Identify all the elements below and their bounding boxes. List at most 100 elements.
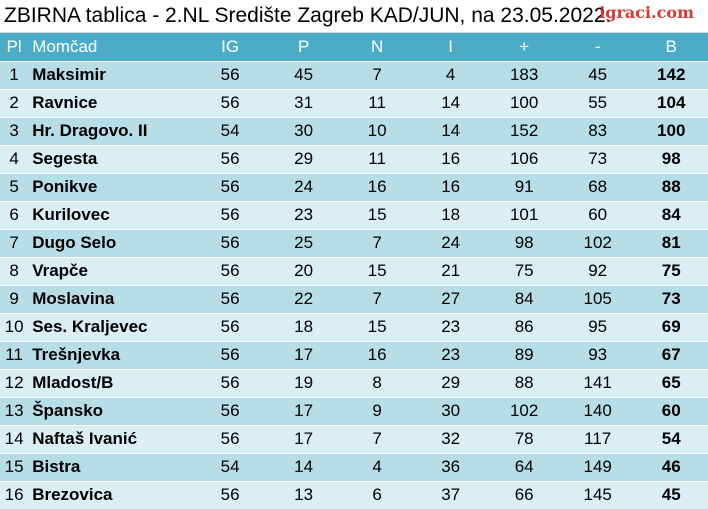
cell-wins: 23	[266, 200, 341, 229]
cell-goals-against: 102	[560, 228, 635, 257]
table-row: 7 Dugo Selo 56 25 7 24 98 102 81	[0, 228, 708, 257]
cell-goals-against: 117	[560, 424, 635, 453]
cell-goals-against: 141	[560, 368, 635, 397]
column-header-goals-for: +	[519, 36, 530, 56]
cell-games: 56	[193, 396, 267, 425]
cell-games: 56	[193, 228, 267, 257]
cell-losses: 23	[413, 340, 488, 369]
cell-draws: 16	[340, 172, 414, 201]
cell-place: 13	[0, 396, 29, 425]
cell-wins: 31	[266, 88, 341, 117]
cell-losses: 16	[413, 172, 488, 201]
column-header-points: B	[665, 36, 677, 56]
table-row: 1 Maksimir 56 45 7 4 183 45 142	[0, 60, 708, 89]
cell-goals-against: 60	[560, 200, 635, 229]
table-row: 2 Ravnice 56 31 11 14 100 55 104	[0, 88, 708, 117]
cell-games: 56	[193, 256, 267, 285]
cell-goals-against: 73	[560, 144, 635, 173]
cell-wins: 22	[266, 284, 341, 313]
cell-games: 56	[193, 480, 267, 509]
cell-place: 9	[0, 284, 29, 313]
cell-team: Kurilovec	[28, 200, 194, 229]
cell-goals-for: 86	[487, 312, 561, 341]
cell-goals-for: 152	[487, 116, 561, 145]
cell-goals-for: 100	[487, 88, 561, 117]
cell-losses: 30	[413, 396, 488, 425]
cell-team: Ravnice	[28, 88, 194, 117]
cell-goals-against: 149	[560, 452, 635, 481]
cell-losses: 36	[413, 452, 488, 481]
cell-goals-for: 88	[487, 368, 561, 397]
cell-points: 104	[634, 88, 708, 117]
column-header-wins: P	[297, 36, 310, 56]
cell-points: 81	[634, 228, 708, 257]
cell-losses: 23	[413, 312, 488, 341]
column-header-draws: N	[370, 36, 384, 56]
cell-wins: 17	[266, 424, 341, 453]
cell-draws: 15	[340, 200, 414, 229]
cell-place: 4	[0, 144, 29, 173]
cell-games: 56	[193, 312, 267, 341]
cell-losses: 4	[413, 60, 488, 89]
cell-points: 84	[634, 200, 708, 229]
cell-points: 98	[634, 144, 708, 173]
cell-draws: 15	[340, 312, 414, 341]
cell-place: 12	[0, 368, 29, 397]
table-row: 3 Hr. Dragovo. II 54 30 10 14 152 83 100	[0, 116, 708, 145]
cell-losses: 29	[413, 368, 488, 397]
cell-team: Brezovica	[28, 480, 194, 509]
site-logo[interactable]: igraci.com	[599, 3, 694, 22]
cell-goals-against: 140	[560, 396, 635, 425]
title-bar: ZBIRNA tablica - 2.NL Središte Zagreb KA…	[0, 0, 708, 33]
cell-points: 88	[634, 172, 708, 201]
table-row: 12 Mladost/B 56 19 8 29 88 141 65	[0, 368, 708, 397]
column-header-losses: I	[448, 36, 454, 56]
cell-goals-for: 98	[487, 228, 561, 257]
cell-goals-against: 55	[560, 88, 635, 117]
cell-games: 56	[193, 144, 267, 173]
column-header-goals-against: -	[594, 36, 601, 56]
cell-points: 45	[634, 480, 708, 509]
cell-place: 14	[0, 424, 29, 453]
cell-wins: 20	[266, 256, 341, 285]
cell-place: 15	[0, 452, 29, 481]
cell-place: 16	[0, 480, 29, 509]
cell-goals-for: 89	[487, 340, 561, 369]
cell-goals-for: 183	[487, 60, 561, 89]
cell-goals-for: 106	[487, 144, 561, 173]
cell-team: Ses. Kraljevec	[28, 312, 194, 341]
table-row: 16 Brezovica 56 13 6 37 66 145 45	[0, 480, 708, 509]
cell-points: 100	[634, 116, 708, 145]
cell-wins: 30	[266, 116, 341, 145]
cell-draws: 8	[340, 368, 414, 397]
table-row: 11 Trešnjevka 56 17 16 23 89 93 67	[0, 340, 708, 369]
cell-games: 54	[193, 452, 267, 481]
cell-goals-against: 105	[560, 284, 635, 313]
cell-team: Dugo Selo	[28, 228, 194, 257]
cell-place: 8	[0, 256, 29, 285]
cell-games: 56	[193, 200, 267, 229]
cell-team: Segesta	[28, 144, 194, 173]
cell-goals-against: 92	[560, 256, 635, 285]
cell-team: Naftaš Ivanić	[28, 424, 194, 453]
cell-goals-for: 66	[487, 480, 561, 509]
column-header-games: IG	[221, 36, 240, 56]
page-title: ZBIRNA tablica - 2.NL Središte Zagreb KA…	[4, 4, 612, 27]
cell-draws: 6	[340, 480, 414, 509]
cell-goals-against: 145	[560, 480, 635, 509]
cell-team: Maksimir	[28, 60, 194, 89]
cell-goals-against: 95	[560, 312, 635, 341]
cell-goals-for: 84	[487, 284, 561, 313]
cell-team: Mladost/B	[28, 368, 194, 397]
cell-points: 142	[634, 60, 708, 89]
cell-place: 6	[0, 200, 29, 229]
cell-wins: 17	[266, 396, 341, 425]
table-row: 9 Moslavina 56 22 7 27 84 105 73	[0, 284, 708, 313]
table-row: 4 Segesta 56 29 11 16 106 73 98	[0, 144, 708, 173]
cell-points: 54	[634, 424, 708, 453]
cell-goals-against: 68	[560, 172, 635, 201]
cell-wins: 14	[266, 452, 341, 481]
cell-wins: 29	[266, 144, 341, 173]
cell-draws: 11	[340, 144, 414, 173]
cell-games: 54	[193, 116, 267, 145]
